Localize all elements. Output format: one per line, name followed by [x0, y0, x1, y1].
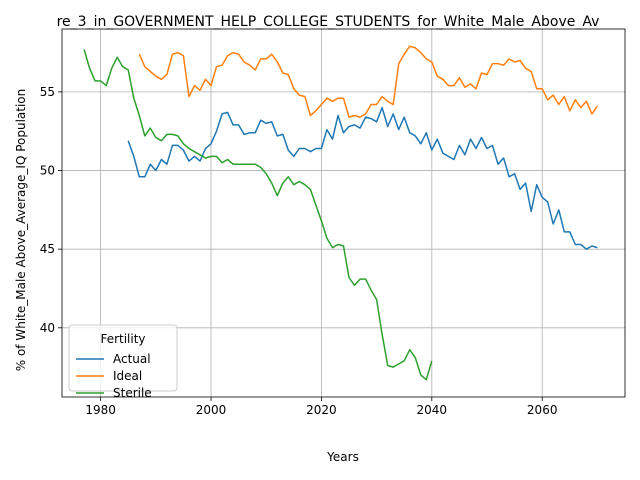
chart-title: re_3_in_GOVERNMENT_HELP_COLLEGE_STUDENTS…	[57, 14, 600, 30]
series-line-ideal	[138, 45, 599, 118]
series-line-actual	[127, 106, 598, 250]
x-tick-label: 2020	[306, 403, 337, 417]
y-tick-label: 50	[40, 164, 55, 178]
x-tick-label: 2060	[527, 403, 558, 417]
x-tick-label: 1980	[85, 403, 116, 417]
x-tick-label: 2040	[417, 403, 448, 417]
legend-entries: Actual Ideal Sterile	[76, 352, 152, 400]
series-line-sterile	[83, 49, 433, 381]
legend: Fertility Actual Ideal Sterile	[68, 324, 178, 400]
legend-label-sterile: Sterile	[113, 386, 152, 400]
x-axis-label: Years	[326, 450, 359, 464]
y-tick-label: 45	[40, 242, 55, 256]
x-tick-label: 2000	[196, 403, 227, 417]
series-lines	[83, 45, 599, 381]
y-axis-label: % of White_Male Above_Average_IQ Populat…	[14, 89, 28, 372]
plot-area-frame	[61, 28, 626, 398]
legend-box	[68, 324, 178, 392]
axis-ticks: 1980 2000 2020 2040 2060 40 45 50 55	[40, 85, 558, 417]
legend-title: Fertility	[100, 332, 145, 346]
legend-label-actual: Actual	[113, 352, 151, 366]
legend-label-ideal: Ideal	[113, 369, 142, 383]
y-tick-label: 55	[40, 85, 55, 99]
y-tick-label: 40	[40, 321, 55, 335]
